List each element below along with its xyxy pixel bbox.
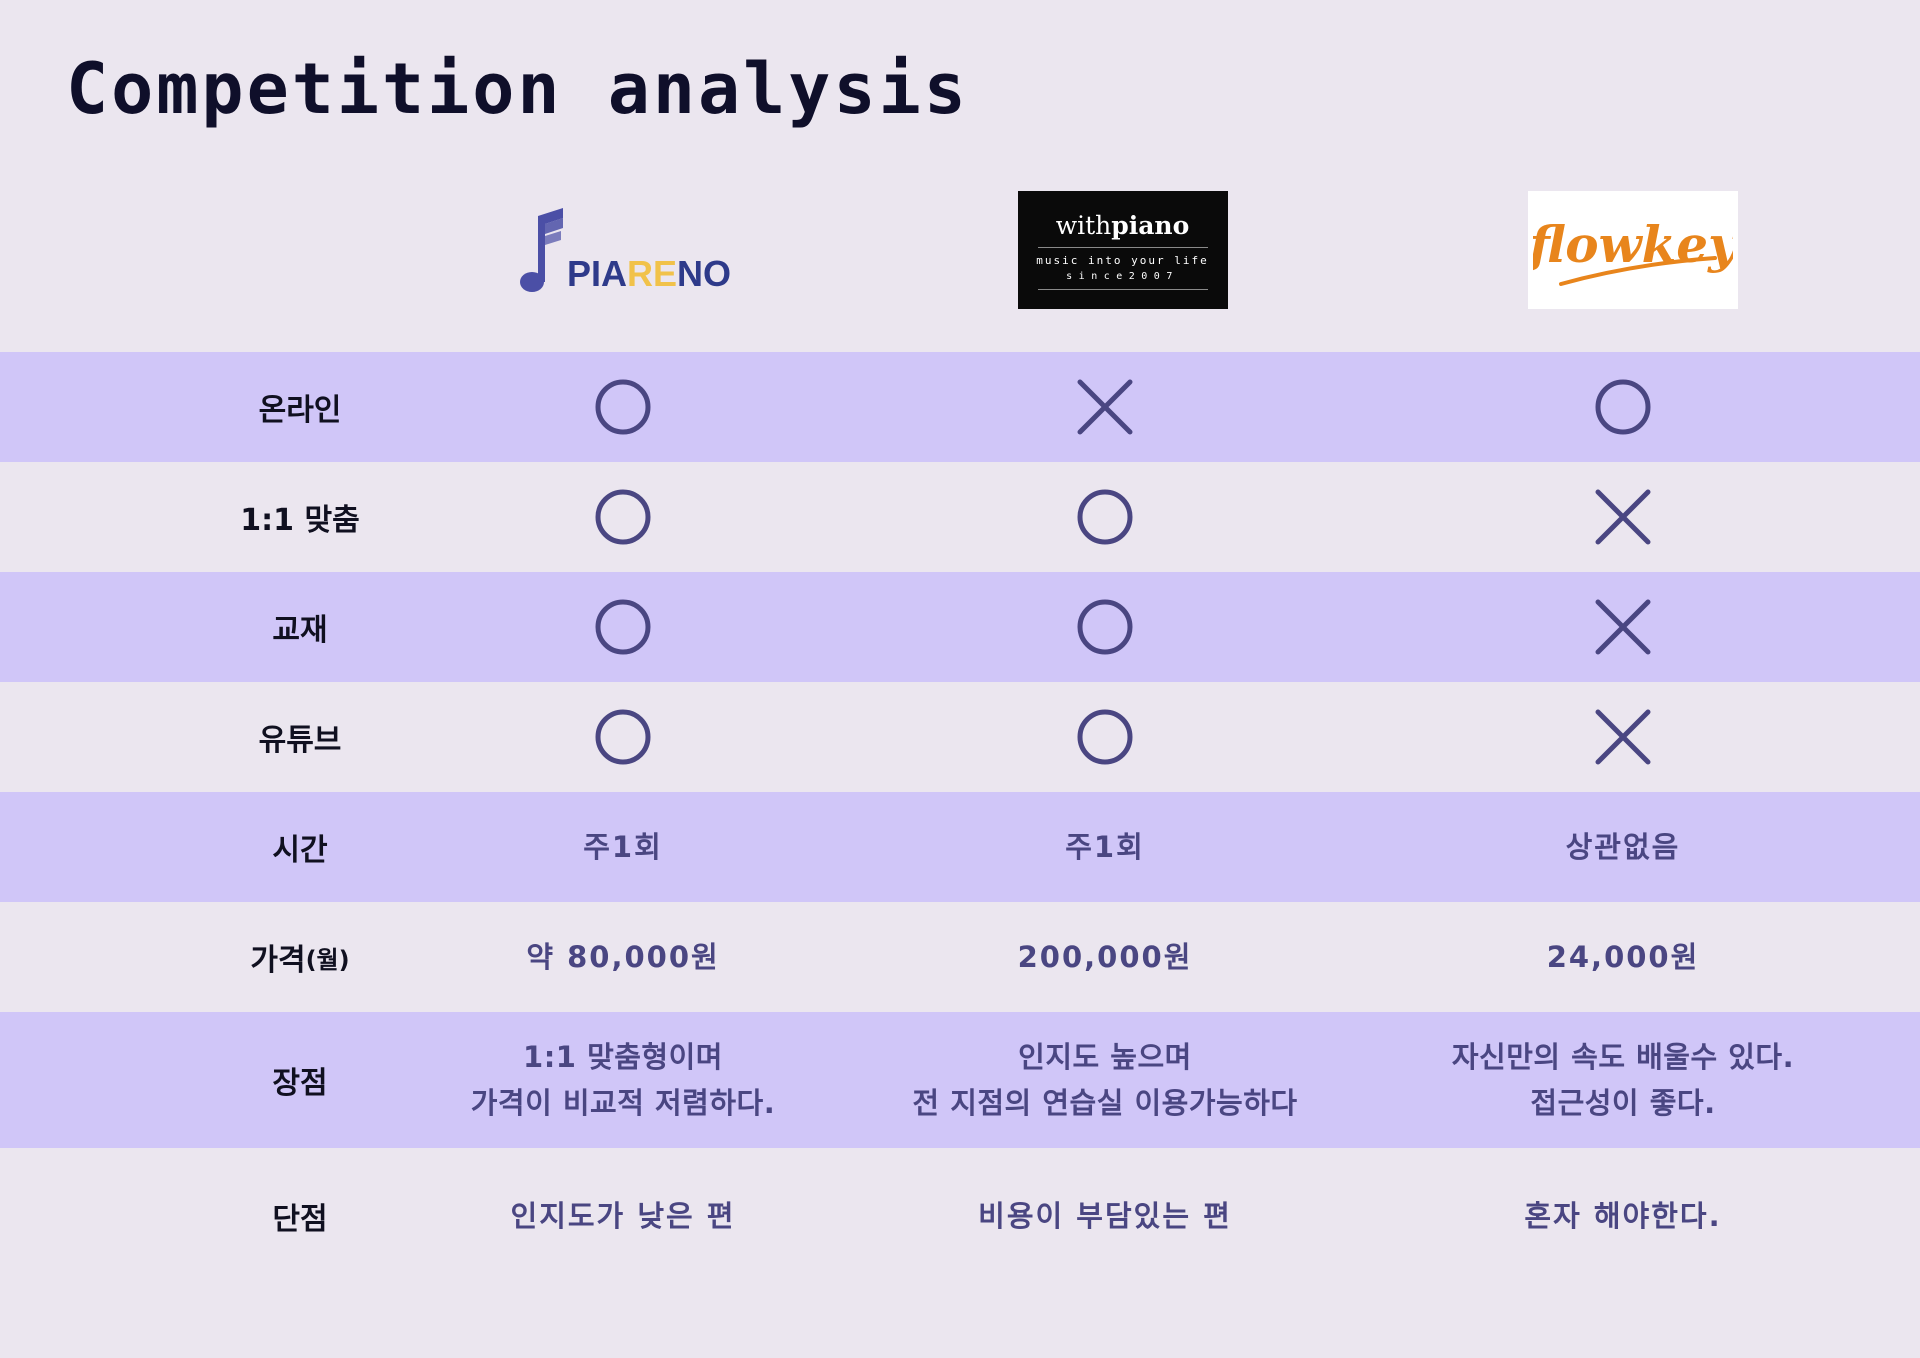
circle-mark-icon [1076, 708, 1134, 766]
cell-withpiano: 200,000원 [905, 902, 1305, 1012]
cell-text: 상관없음 [1565, 830, 1681, 864]
cell-text-line: 1:1 맞춤형이며 [523, 1040, 723, 1074]
cell-piareno: 인지도가 낮은 편 [423, 1148, 823, 1284]
piareno-logo: PIARENO [519, 180, 732, 320]
cell-flowkey: 24,000원 [1423, 902, 1823, 1012]
cell-flowkey [1423, 572, 1823, 682]
cell-withpiano: 주1회 [905, 792, 1305, 902]
competitor-logos: PIARENO withpiano music into your life s… [0, 180, 1920, 320]
cell-withpiano [905, 682, 1305, 792]
page-title: Competition analysis [66, 48, 969, 130]
cell-text: 약 80,000원 [526, 940, 720, 974]
row-label: 유튜브 [150, 682, 450, 792]
cell-text-line: 전 지점의 연습실 이용가능하다 [912, 1086, 1298, 1120]
withpiano-logo: withpiano music into your life since2007 [1017, 180, 1228, 320]
table-row: 시간 주1회 주1회 상관없음 [0, 792, 1920, 902]
table-row: 가격 (월) 약 80,000원 200,000원 24,000원 [0, 902, 1920, 1012]
circle-mark-icon [1076, 598, 1134, 656]
cell-text: 주1회 [1065, 830, 1145, 864]
cell-text-line: 자신만의 속도 배울수 있다. [1451, 1040, 1795, 1074]
circle-mark-icon [1594, 378, 1652, 436]
music-note-icon [519, 208, 563, 292]
cell-piareno [423, 462, 823, 572]
row-label-text: 단점 [272, 1202, 328, 1237]
x-mark-icon [1075, 377, 1135, 437]
table-row: 유튜브 [0, 682, 1920, 792]
x-mark-icon [1593, 487, 1653, 547]
x-mark-icon [1593, 707, 1653, 767]
row-label: 장점 [150, 1012, 450, 1148]
row-label: 1:1 맞춤 [150, 462, 450, 572]
row-label-text: 장점 [272, 1066, 328, 1101]
table-row: 1:1 맞춤 [0, 462, 1920, 572]
row-label-text: 교재 [272, 613, 328, 648]
cell-flowkey: 상관없음 [1423, 792, 1823, 902]
row-label-suffix: (월) [305, 945, 350, 974]
row-label-text: 온라인 [258, 393, 342, 428]
cell-text: 주1회 [583, 830, 663, 864]
cell-piareno [423, 352, 823, 462]
row-label: 가격 (월) [150, 902, 450, 1012]
row-label: 온라인 [150, 352, 450, 462]
table-row: 온라인 [0, 352, 1920, 462]
cell-withpiano [905, 352, 1305, 462]
circle-mark-icon [594, 488, 652, 546]
row-label-text: 유튜브 [258, 723, 342, 758]
row-label-text: 가격 [250, 943, 306, 978]
circle-mark-icon [594, 708, 652, 766]
cell-flowkey [1423, 682, 1823, 792]
table-row: 단점 인지도가 낮은 편 비용이 부담있는 편 혼자 해야한다. [0, 1148, 1920, 1284]
row-label-text: 1:1 맞춤 [240, 503, 360, 538]
cell-text: 비용이 부담있는 편 [978, 1199, 1232, 1233]
cell-text-line: 인지도 높으며 [1018, 1040, 1192, 1074]
x-mark-icon [1593, 597, 1653, 657]
flowkey-wordmark: flowkey [1533, 215, 1733, 286]
row-label: 교재 [150, 572, 450, 682]
piareno-wordmark: PIARENO [566, 253, 732, 294]
flowkey-logo: flowkey [1527, 180, 1738, 320]
cell-piareno [423, 572, 823, 682]
cell-flowkey [1423, 352, 1823, 462]
cell-flowkey [1423, 462, 1823, 572]
cell-text-line: 가격이 비교적 저렴하다. [470, 1086, 776, 1120]
row-label: 단점 [150, 1148, 450, 1284]
cell-withpiano [905, 572, 1305, 682]
table-row: 교재 [0, 572, 1920, 682]
cell-text-line: 접근성이 좋다. [1530, 1086, 1716, 1120]
cell-flowkey: 자신만의 속도 배울수 있다. 접근성이 좋다. [1423, 1012, 1823, 1148]
row-label: 시간 [150, 792, 450, 902]
cell-piareno [423, 682, 823, 792]
circle-mark-icon [594, 378, 652, 436]
cell-text: 자신만의 속도 배울수 있다. 접근성이 좋다. [1452, 1034, 1794, 1126]
cell-text: 24,000원 [1546, 940, 1700, 974]
svg-text:flowkey: flowkey [1533, 215, 1733, 274]
withpiano-since: since2007 [1066, 270, 1179, 282]
row-label-text: 시간 [272, 833, 328, 868]
cell-withpiano [905, 462, 1305, 572]
cell-flowkey: 혼자 해야한다. [1423, 1148, 1823, 1284]
cell-text: 200,000원 [1017, 940, 1193, 974]
cell-withpiano: 비용이 부담있는 편 [905, 1148, 1305, 1284]
cell-piareno: 주1회 [423, 792, 823, 902]
withpiano-wordmark: withpiano [1055, 210, 1190, 240]
withpiano-tagline: music into your life [1036, 253, 1209, 267]
circle-mark-icon [594, 598, 652, 656]
cell-text: 인지도가 낮은 편 [510, 1199, 736, 1233]
circle-mark-icon [1076, 488, 1134, 546]
cell-piareno: 약 80,000원 [423, 902, 823, 1012]
cell-text: 혼자 해야한다. [1524, 1199, 1722, 1233]
